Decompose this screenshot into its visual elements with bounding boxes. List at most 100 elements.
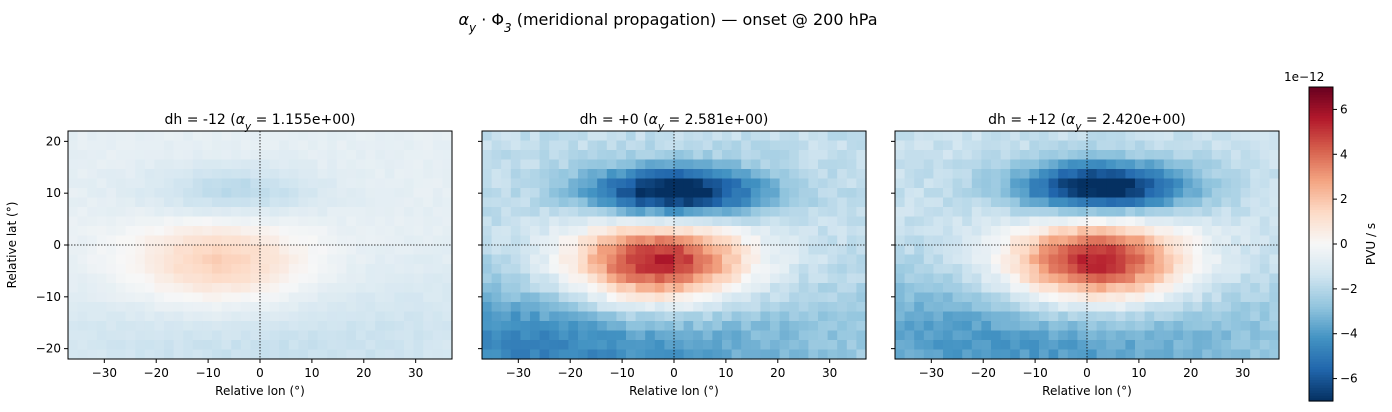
heatmap-cell	[1135, 216, 1146, 227]
heatmap-cell	[616, 292, 627, 303]
heatmap-cell	[606, 226, 617, 237]
heatmap-cell	[1202, 264, 1213, 275]
heatmap-cell	[1211, 330, 1222, 341]
heatmap-cell	[539, 302, 550, 313]
heatmap-cell	[1154, 159, 1165, 170]
x-tick-label: −10	[609, 366, 634, 380]
heatmap-cell	[269, 254, 280, 265]
heatmap-cell	[394, 283, 405, 294]
heatmap-cell	[914, 302, 925, 313]
heatmap-cell	[549, 169, 560, 180]
heatmap-cell	[895, 321, 906, 332]
heatmap-cell	[1135, 169, 1146, 180]
heatmap-cell	[375, 159, 386, 170]
heatmap-cell	[356, 131, 367, 142]
heatmap-cell	[626, 245, 637, 256]
colorbar-tick-label: 4	[1340, 147, 1348, 161]
heatmap-cell	[510, 235, 521, 246]
heatmap-cell	[501, 226, 512, 237]
heatmap-cell	[375, 197, 386, 208]
heatmap-cell	[1173, 197, 1184, 208]
heatmap-cell	[587, 140, 598, 151]
heatmap-cell	[442, 292, 453, 303]
colorbar-segment	[1309, 236, 1333, 240]
heatmap-cell	[741, 302, 752, 313]
heatmap-cell	[298, 169, 309, 180]
heatmap-cell	[741, 245, 752, 256]
heatmap-cell	[231, 216, 242, 227]
heatmap-cell	[722, 150, 733, 161]
heatmap-cell	[1250, 188, 1261, 199]
heatmap-cell	[183, 283, 194, 294]
heatmap-cell	[827, 169, 838, 180]
heatmap-cell	[96, 321, 107, 332]
heatmap-cell	[308, 254, 319, 265]
heatmap-cell	[1029, 321, 1040, 332]
heatmap-cell	[606, 235, 617, 246]
heatmap-cell	[125, 321, 136, 332]
heatmap-cell	[327, 321, 338, 332]
heatmap-cell	[212, 330, 223, 341]
heatmap-cell	[308, 169, 319, 180]
heatmap-cell	[702, 330, 713, 341]
heatmap-cell	[413, 283, 424, 294]
heatmap-cell	[1144, 216, 1155, 227]
colorbar-segment	[1309, 366, 1333, 371]
heatmap-cell	[212, 207, 223, 218]
heatmap-cell	[1048, 340, 1059, 351]
heatmap-cell	[568, 254, 579, 265]
heatmap-cell	[394, 311, 405, 322]
heatmap-cell	[895, 169, 906, 180]
heatmap-cell	[750, 349, 761, 360]
heatmap-cell	[336, 216, 347, 227]
heatmap-cell	[394, 330, 405, 341]
heatmap-cell	[1173, 159, 1184, 170]
heatmap-cell	[827, 188, 838, 199]
heatmap-cell	[837, 159, 848, 170]
heatmap-cell	[587, 292, 598, 303]
heatmap-cell	[308, 283, 319, 294]
heatmap-cell	[87, 311, 98, 322]
heatmap-cell	[288, 188, 299, 199]
heatmap-cell	[683, 264, 694, 275]
heatmap-cell	[645, 302, 656, 313]
heatmap-cell	[1202, 131, 1213, 142]
heatmap-cell	[240, 197, 251, 208]
heatmap-cell	[693, 245, 704, 256]
heatmap-cell	[760, 273, 771, 284]
heatmap-cell	[549, 216, 560, 227]
heatmap-cell	[87, 131, 98, 142]
colorbar-tick-label: −2	[1340, 282, 1358, 296]
heatmap-cell	[1039, 207, 1050, 218]
heatmap-cell	[789, 131, 800, 142]
heatmap-cell	[510, 169, 521, 180]
heatmap-cell	[606, 302, 617, 313]
heatmap-cell	[1144, 321, 1155, 332]
heatmap-cell	[1202, 150, 1213, 161]
heatmap-cell	[635, 226, 646, 237]
heatmap-cell	[96, 349, 107, 360]
heatmap-cell	[693, 178, 704, 189]
heatmap-cell	[1259, 226, 1270, 237]
heatmap-cell	[1250, 159, 1261, 170]
heatmap-cell	[1269, 264, 1280, 275]
heatmap-cell	[530, 178, 541, 189]
heatmap-cell	[635, 321, 646, 332]
heatmap-cell	[1048, 302, 1059, 313]
heatmap-cell	[212, 264, 223, 275]
heatmap-cell	[68, 140, 79, 151]
heatmap-cell	[1125, 311, 1136, 322]
heatmap-cell	[154, 340, 165, 351]
heatmap-cell	[558, 245, 569, 256]
heatmap-cell	[520, 245, 531, 256]
heatmap-cell	[587, 264, 598, 275]
heatmap-cell	[1221, 159, 1232, 170]
heatmap-cell	[1154, 207, 1165, 218]
heatmap-cell	[1144, 150, 1155, 161]
heatmap-cell	[1019, 245, 1030, 256]
heatmap-cell	[943, 273, 954, 284]
heatmap-cell	[250, 150, 261, 161]
heatmap-cell	[212, 254, 223, 265]
heatmap-cell	[616, 140, 627, 151]
heatmap-cell	[568, 226, 579, 237]
